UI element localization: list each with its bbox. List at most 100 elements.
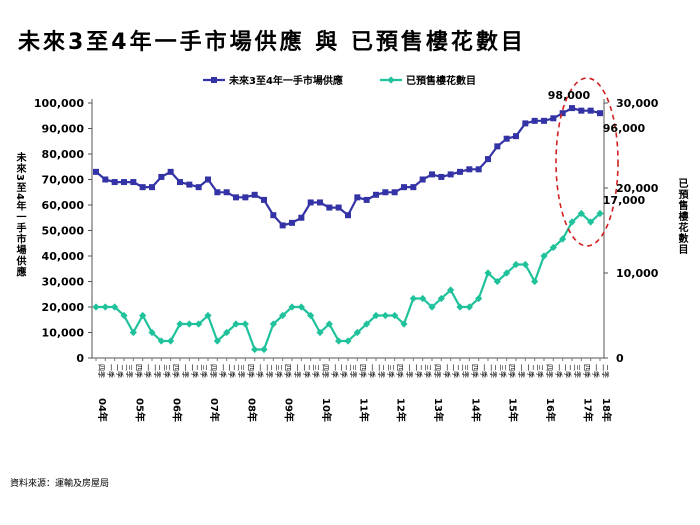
presold-data-point	[325, 320, 333, 328]
x-quarter-label: 三季	[536, 364, 545, 378]
x-quarter-label: 四季	[134, 364, 143, 378]
presold-data-point	[437, 294, 445, 303]
supply-data-point	[233, 194, 239, 201]
supply-data-point	[429, 171, 435, 178]
supply-data-point	[531, 117, 538, 124]
x-quarter-label: 二季	[526, 364, 535, 378]
supply-data-point	[401, 184, 407, 191]
x-quarter-label: 三季	[237, 364, 246, 378]
left-tick-label: 60,000	[42, 199, 85, 212]
left-tick-label: 100,000	[34, 97, 84, 110]
presold-data-point	[521, 260, 529, 269]
supply-data-point	[569, 105, 575, 112]
x-quarter-label: 一季	[517, 364, 526, 378]
annotation-latest-presold: 17,000	[603, 194, 646, 207]
presold-data-point	[176, 320, 184, 328]
supply-data-point	[382, 189, 389, 196]
supply-data-point	[121, 179, 127, 186]
x-quarter-label: 二季	[601, 364, 610, 378]
presold-data-point	[195, 320, 203, 328]
presold-data-point	[465, 303, 473, 311]
presold-data-point	[167, 337, 175, 345]
presold-data-point	[223, 328, 231, 337]
x-quarter-label: 一季	[218, 364, 227, 378]
supply-data-point	[363, 196, 370, 203]
x-quarter-label: 三季	[424, 364, 433, 378]
presold-series-line	[96, 212, 601, 351]
x-quarter-label: 四季	[545, 364, 554, 378]
presold-data-point	[596, 209, 604, 218]
right-tick-label: 0	[616, 352, 624, 365]
x-quarter-label: 一季	[554, 364, 563, 378]
x-year-label: 05年	[133, 398, 146, 422]
supply-data-point	[559, 110, 566, 117]
supply-data-point	[503, 135, 510, 142]
presold-data-point	[213, 337, 221, 345]
x-quarter-label: 四季	[358, 364, 367, 378]
x-year-label: 12年	[395, 398, 408, 422]
presold-data-point	[512, 260, 520, 269]
presold-data-point	[269, 320, 277, 328]
x-quarter-label: 一季	[442, 364, 451, 378]
x-quarter-label: 一季	[144, 364, 153, 378]
presold-data-point	[148, 328, 156, 337]
supply-data-point	[354, 194, 361, 201]
supply-data-point	[205, 176, 211, 183]
x-quarter-label: 三季	[461, 364, 470, 378]
supply-data-point	[251, 191, 258, 198]
x-quarter-label: 二季	[377, 364, 386, 378]
x-quarter-label: 一季	[256, 364, 265, 378]
x-quarter-label: 四季	[284, 364, 293, 378]
supply-data-point	[419, 176, 426, 183]
supply-data-point	[139, 184, 146, 191]
supply-data-point	[522, 120, 529, 127]
supply-data-point	[513, 133, 519, 140]
presold-data-point	[297, 303, 305, 311]
legend-presold-label: 已預售樓花數目	[406, 74, 476, 87]
x-quarter-label: 四季	[172, 364, 181, 378]
presold-data-point	[251, 345, 259, 354]
x-quarter-label: 四季	[433, 364, 442, 378]
x-year-label: 10年	[320, 398, 333, 422]
presold-data-point	[363, 320, 371, 328]
presold-data-point	[503, 269, 511, 277]
x-quarter-label: 二季	[340, 364, 349, 378]
left-tick-label: 20,000	[42, 301, 85, 314]
supply-data-point	[195, 184, 202, 191]
presold-data-point	[335, 337, 343, 345]
presold-data-point	[531, 277, 539, 286]
left-tick-label: 50,000	[42, 225, 85, 238]
legend-supply-label: 未來3至4年一手市場供應	[228, 74, 343, 87]
x-quarter-label: 二季	[302, 364, 311, 378]
x-year-label: 18年	[600, 398, 613, 422]
x-quarter-label: 一季	[592, 364, 601, 378]
right-tick-label: 30,000	[616, 97, 659, 110]
x-quarter-label: 三季	[386, 364, 395, 378]
x-quarter-label: 三季	[349, 364, 358, 378]
presold-data-point	[493, 277, 501, 286]
x-quarter-label: 四季	[396, 364, 405, 378]
x-quarter-label: 一季	[293, 364, 302, 378]
x-quarter-label: 三季	[162, 364, 171, 378]
x-quarter-label: 二季	[153, 364, 162, 378]
presold-data-point	[129, 328, 137, 337]
x-quarter-label: 三季	[125, 364, 134, 378]
x-quarter-label: 二季	[228, 364, 237, 378]
x-quarter-label: 二季	[116, 364, 125, 378]
left-tick-label: 0	[76, 352, 84, 365]
left-tick-label: 40,000	[42, 250, 85, 263]
x-year-label: 14年	[469, 398, 482, 422]
presold-data-point	[260, 345, 268, 354]
presold-data-point	[111, 303, 119, 311]
presold-data-point	[92, 303, 100, 311]
x-quarter-label: 四季	[508, 364, 517, 378]
presold-data-point	[185, 320, 193, 328]
x-quarter-label: 二季	[265, 364, 274, 378]
x-quarter-label: 三季	[274, 364, 283, 378]
presold-data-point	[559, 235, 567, 243]
supply-data-point	[307, 199, 314, 206]
legend-presold-marker	[387, 76, 395, 84]
left-axis-title: 未來3至4年一手市場供應	[14, 152, 25, 278]
presold-data-point	[120, 311, 128, 320]
x-quarter-label: 一季	[106, 364, 115, 378]
